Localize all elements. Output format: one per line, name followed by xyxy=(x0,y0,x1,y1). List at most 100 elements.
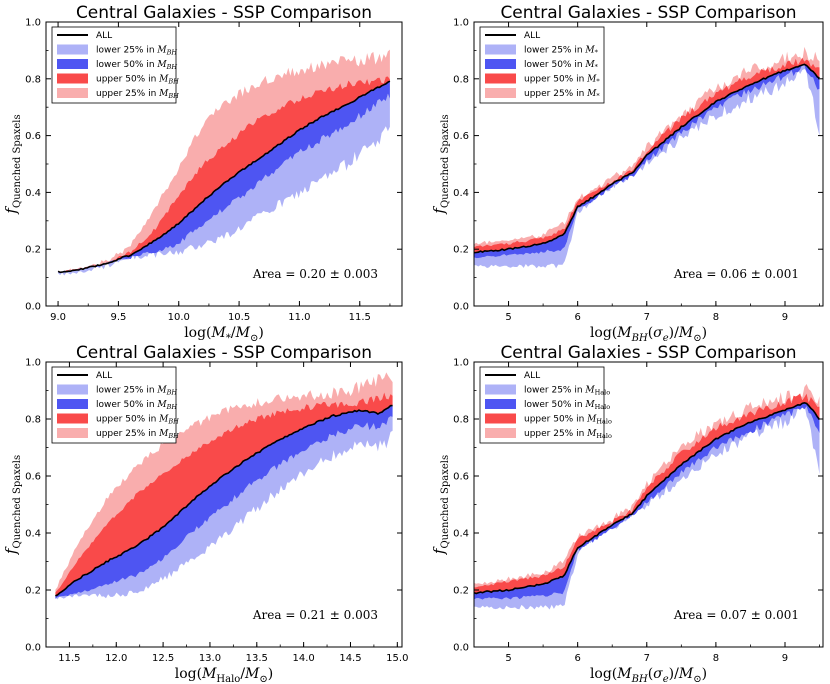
x-tick-label: 9 xyxy=(782,312,788,323)
y-tick-label: 1.0 xyxy=(453,18,469,29)
area-annotation: Area = 0.06 ± 0.001 xyxy=(673,267,799,281)
legend-swatch xyxy=(57,413,88,424)
chart-title: Central Galaxies - SSP Comparison xyxy=(76,3,372,23)
area-annotation: Area = 0.20 ± 0.003 xyxy=(252,267,378,281)
legend-swatch xyxy=(57,59,88,69)
y-tick-label: 0.4 xyxy=(25,188,41,199)
y-tick-label: 0.6 xyxy=(453,131,469,142)
y-tick-label: 0.8 xyxy=(453,415,469,426)
band-lower-50 xyxy=(58,81,390,273)
legend-label: lower 25% in MBH xyxy=(96,386,177,397)
y-tick-label: 0.4 xyxy=(25,529,41,540)
x-tick-label: 12.5 xyxy=(152,653,174,664)
legend-label-all: ALL xyxy=(96,371,112,381)
legend-swatch xyxy=(57,73,88,84)
legend-swatch xyxy=(485,59,516,69)
x-axis-label: log(MHalo/M⊙) xyxy=(175,666,274,684)
legend-label: upper 25% in MBH xyxy=(96,89,179,100)
y-axis-label: fQuenched Spaxels xyxy=(2,114,23,214)
x-tick-label: 7 xyxy=(644,312,650,323)
y-axis-label: fQuenched Spaxels xyxy=(430,114,451,214)
series-line-all xyxy=(55,404,393,597)
x-tick-label: 6 xyxy=(574,653,580,664)
band-lower-25 xyxy=(474,64,820,269)
legend-swatch xyxy=(485,399,516,409)
band-upper-50 xyxy=(474,393,820,594)
y-tick-label: 0.0 xyxy=(25,643,41,654)
panel-4: 5 6 7 8 9 0.0 0.2 0.4 0.6 0.8 1.0 Central Galaxies … xyxy=(430,343,824,684)
legend-swatch xyxy=(57,44,88,55)
legend-label: upper 25% in MHalo xyxy=(524,429,612,440)
series-line-all xyxy=(57,80,391,274)
legend: ALL lower 25% in MHalo lower 50% in MHalo u… xyxy=(479,366,612,444)
area-annotation: Area = 0.07 ± 0.001 xyxy=(673,608,799,622)
y-axis-label: fQuenched Spaxels xyxy=(2,455,23,555)
legend-label: upper 50% in MHalo xyxy=(524,415,612,426)
legend-label-all: ALL xyxy=(524,31,540,41)
legend-swatch xyxy=(485,428,516,438)
legend-swatch xyxy=(485,44,516,55)
legend: ALL lower 25% in MBH lower 50% in MBH upper… xyxy=(51,26,179,104)
y-tick-label: 0.4 xyxy=(453,529,469,540)
plot-area xyxy=(474,384,821,610)
legend-label: lower 25% in M* xyxy=(524,46,599,57)
chart-title: Central Galaxies - SSP Comparison xyxy=(500,3,796,23)
y-tick-label: 0.6 xyxy=(25,131,41,142)
x-tick-label: 11.0 xyxy=(288,312,310,323)
y-tick-label: 0.2 xyxy=(25,586,41,597)
plot-area xyxy=(57,49,391,276)
x-tick-label: 6 xyxy=(574,312,580,323)
x-tick-label: 12.0 xyxy=(105,653,127,664)
x-tick-label: 10.5 xyxy=(228,312,250,323)
legend-swatch xyxy=(485,73,516,84)
y-tick-label: 0.2 xyxy=(453,586,469,597)
x-axis-label: log(MBH(σe)/M⊙) xyxy=(590,325,707,344)
legend-label: lower 25% in MBH xyxy=(96,46,177,57)
x-tick-label: 8 xyxy=(713,312,719,323)
band-upper-25 xyxy=(58,49,390,273)
y-tick-label: 0.0 xyxy=(453,302,469,313)
x-tick-label: 8 xyxy=(713,653,719,664)
band-lower-50 xyxy=(474,402,820,600)
area-annotation: Area = 0.21 ± 0.003 xyxy=(252,608,378,622)
x-tick-label: 13.0 xyxy=(199,653,221,664)
legend-label: lower 50% in MBH xyxy=(96,400,177,411)
x-tick-label: 13.5 xyxy=(246,653,268,664)
y-tick-label: 0.6 xyxy=(453,472,469,483)
y-tick-label: 0.0 xyxy=(453,643,469,654)
x-tick-label: 5 xyxy=(505,653,511,664)
legend-swatch xyxy=(485,88,516,98)
y-axis-label: fQuenched Spaxels xyxy=(430,455,451,555)
legend-label-all: ALL xyxy=(96,31,112,41)
y-tick-label: 0.0 xyxy=(25,302,41,313)
y-tick-label: 0.4 xyxy=(453,188,469,199)
x-tick-label: 10.0 xyxy=(168,312,190,323)
panel-3: 11.5 12.0 12.5 13.0 13.5 14.0 14.5 15.0 0.0 0.2 0.… xyxy=(2,343,408,684)
x-tick-label: 5 xyxy=(505,312,511,323)
legend-label: lower 50% in M* xyxy=(524,60,599,71)
y-tick-label: 0.2 xyxy=(25,245,41,256)
x-tick-label: 9.5 xyxy=(110,312,126,323)
panel-1: 9.0 9.5 10.0 10.5 11.0 11.5 0.0 0.2 0.4 0.6 0.8 1.0… xyxy=(2,3,403,344)
series-line-all xyxy=(474,63,820,254)
band-upper-50 xyxy=(55,392,393,596)
y-tick-label: 0.8 xyxy=(25,415,41,426)
legend-label: upper 50% in M* xyxy=(524,75,600,86)
y-tick-label: 1.0 xyxy=(25,18,41,29)
plot-area xyxy=(55,372,393,600)
y-tick-label: 0.8 xyxy=(453,74,469,85)
legend-swatch xyxy=(57,428,88,438)
plot-area xyxy=(474,46,820,269)
legend-swatch xyxy=(485,413,516,424)
legend-label: lower 50% in MBH xyxy=(96,60,177,71)
x-tick-label: 14.5 xyxy=(339,653,361,664)
legend-swatch xyxy=(57,399,88,409)
x-tick-label: 15.0 xyxy=(386,653,408,664)
x-tick-label: 11.5 xyxy=(58,653,80,664)
x-axis-label: log(MBH(σe)/M⊙) xyxy=(590,666,707,684)
series-line-all xyxy=(474,401,821,595)
band-upper-25 xyxy=(474,384,820,588)
band-upper-25 xyxy=(474,46,820,248)
legend-label: upper 50% in MBH xyxy=(96,415,179,426)
